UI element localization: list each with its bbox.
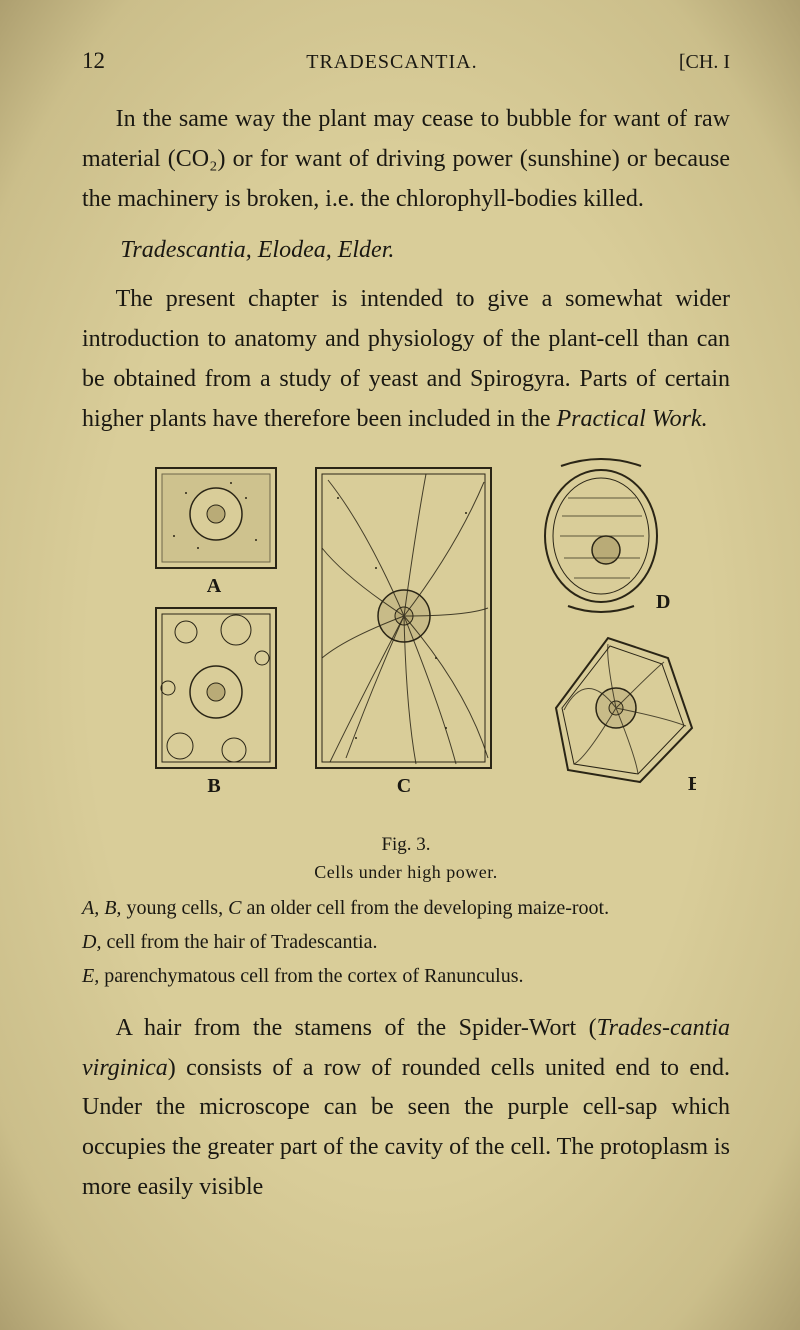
figure-legend-line-1: A, B, young cells, C an older cell from … bbox=[82, 893, 730, 923]
figure-panel-D bbox=[545, 459, 657, 612]
figure-panel-A bbox=[156, 468, 276, 568]
figure-legend-1b: young cells, bbox=[121, 897, 228, 919]
body-paragraph-3: A hair from the stamens of the Spider-Wo… bbox=[82, 1009, 730, 1208]
figure-legend-2b: cell from the hair of Tradescantia. bbox=[101, 931, 377, 953]
figure-legend-1c: C bbox=[228, 897, 241, 919]
figure-label-D: D bbox=[656, 591, 670, 613]
figure-label-E: E bbox=[688, 773, 696, 795]
body-paragraph-2-italic: Practical Work. bbox=[556, 406, 707, 432]
figure-legend-1d: an older cell from the developing maize-… bbox=[241, 897, 609, 919]
figure-label-B: B bbox=[207, 775, 220, 797]
figure-panel-E bbox=[556, 638, 692, 782]
body-paragraph-3-a: A hair from the stamens of the Spider-Wo… bbox=[116, 1015, 597, 1041]
chapter-mark: [CH. I bbox=[679, 51, 730, 74]
figure-caption-label: Fig. 3. bbox=[82, 834, 730, 856]
figure-3-svg: A B bbox=[116, 458, 696, 828]
figure-label-A: A bbox=[207, 575, 222, 597]
page-number: 12 bbox=[82, 48, 105, 74]
body-paragraph-2: The present chapter is intended to give … bbox=[82, 280, 730, 439]
body-paragraph-3-c: ) consists of a row of rounded cells uni… bbox=[82, 1055, 730, 1200]
subsection-heading: Tradescantia, Elodea, Elder. bbox=[82, 237, 730, 264]
figure-label-C: C bbox=[397, 775, 411, 797]
figure-panel-B bbox=[156, 608, 276, 768]
figure-legend-line-3: E, parenchymatous cell from the cortex o… bbox=[82, 961, 730, 991]
figure-legend-2a: D, bbox=[82, 931, 101, 953]
figure-3: A B bbox=[82, 458, 730, 828]
figure-legend-3a: E, bbox=[82, 965, 99, 987]
body-paragraph-1: In the same way the plant may cease to b… bbox=[82, 100, 730, 219]
figure-legend-1a: A, B, bbox=[82, 897, 121, 919]
figure-panel-C bbox=[316, 468, 491, 768]
figure-legend-line-2: D, cell from the hair of Tradescantia. bbox=[82, 927, 730, 957]
figure-caption-title: Cells under high power. bbox=[82, 862, 730, 883]
running-head: TRADESCANTIA. bbox=[105, 51, 679, 74]
figure-legend-3b: parenchymatous cell from the cortex of R… bbox=[99, 965, 523, 987]
page-header: 12 TRADESCANTIA. [CH. I bbox=[82, 48, 730, 74]
